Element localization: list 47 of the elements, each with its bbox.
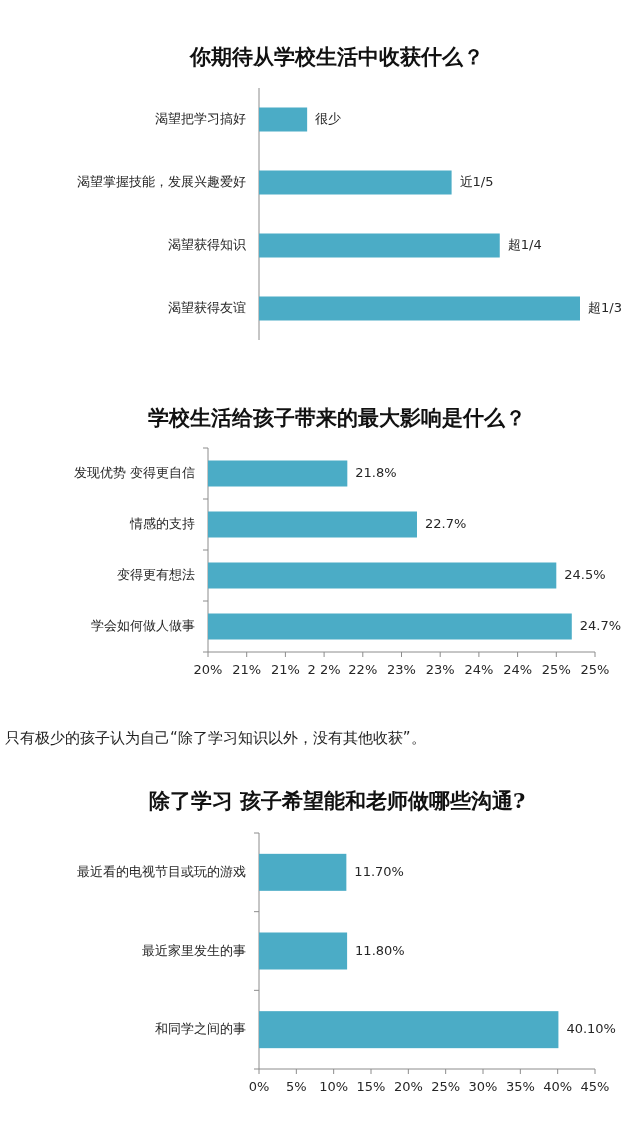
- value-label: 22.7%: [425, 516, 467, 531]
- category-label: 学会如何做人做事: [91, 618, 195, 633]
- value-label: 11.70%: [354, 863, 404, 879]
- category-label: 情感的支持: [130, 516, 195, 531]
- category-label: 最近看的电视节目或玩的游戏: [77, 863, 246, 879]
- x-tick-label: 20%: [193, 661, 223, 677]
- category-label: 渴望获得友谊: [168, 300, 246, 315]
- category-label: 渴望掌握技能，发展兴趣爱好: [77, 174, 246, 189]
- x-tick-label: 15%: [356, 1078, 386, 1094]
- category-label: 渴望把学习搞好: [155, 111, 246, 126]
- x-tick-label: 23%: [387, 661, 416, 677]
- annotation: 超1/4: [507, 237, 542, 252]
- value-label: 21.8%: [355, 465, 397, 480]
- category-label: 和同学之间的事: [155, 1021, 246, 1037]
- x-tick-label: 2 2%: [307, 661, 341, 677]
- title: 你期待从学校生活中收获什么？: [190, 43, 484, 69]
- value-label: 40.10%: [566, 1021, 616, 1037]
- x-tick-label: 40%: [543, 1078, 573, 1094]
- value-label: 11.80%: [355, 942, 405, 958]
- category-label: 变得更有想法: [117, 567, 195, 582]
- x-tick-label: 24%: [464, 661, 494, 677]
- x-tick-label: 23%: [425, 661, 455, 677]
- x-tick-label: 45%: [580, 1078, 610, 1094]
- annotation: 只有极少的孩子认为自己“除了学习知识以外，没有其他收获”。: [5, 728, 426, 747]
- title: 除了学习 孩子希望能和老师做哪些沟通?: [148, 787, 526, 813]
- annotation: 近1/5: [459, 174, 494, 189]
- x-tick-label: 35%: [505, 1078, 535, 1094]
- annotation: 很少: [315, 111, 342, 126]
- x-tick-label: 10%: [319, 1078, 349, 1094]
- category-label: 最近家里发生的事: [142, 942, 246, 958]
- value-label: 24.5%: [564, 567, 606, 582]
- x-tick-label: 0%: [248, 1078, 270, 1094]
- annotation: 超1/3: [588, 300, 622, 315]
- title: 学校生活给孩子带来的最大影响是什么？: [148, 404, 526, 430]
- x-tick-label: 21%: [270, 661, 300, 677]
- x-tick-label: 21%: [232, 661, 262, 677]
- x-tick-label: 25%: [431, 1078, 461, 1094]
- x-tick-label: 30%: [468, 1078, 498, 1094]
- x-tick-label: 5%: [286, 1078, 307, 1094]
- x-tick-label: 25%: [580, 661, 610, 677]
- x-tick-label: 25%: [541, 661, 571, 677]
- value-label: 24.7%: [579, 618, 622, 633]
- x-tick-label: 24%: [503, 661, 533, 677]
- category-label: 渴望获得知识: [168, 237, 246, 252]
- x-tick-label: 20%: [393, 1078, 423, 1094]
- category-label: 发现优势 变得更自信: [73, 465, 195, 480]
- x-tick-label: 22%: [348, 661, 378, 677]
